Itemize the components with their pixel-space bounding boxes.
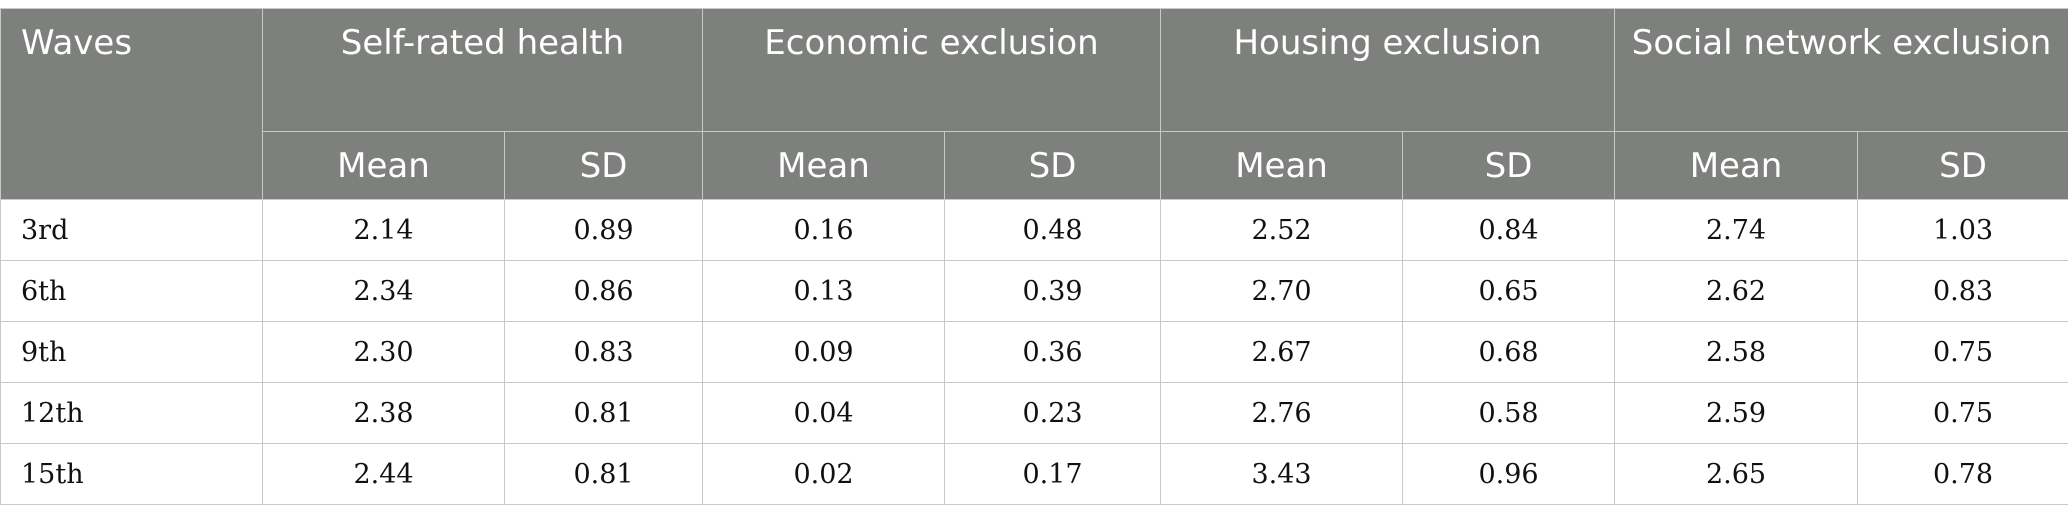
header-sd: SD	[1857, 131, 2068, 200]
table-cell: 0.78	[1857, 443, 2068, 505]
table-row: 6th 2.34 0.86 0.13 0.39 2.70 0.65 2.62 0…	[0, 260, 2068, 322]
header-row-stats: Mean SD Mean SD Mean SD Mean SD	[1, 131, 2068, 200]
table-cell: 0.84	[1402, 199, 1616, 261]
table-cell: 0.48	[943, 199, 1162, 261]
header-housing-exclusion: Housing exclusion	[1160, 8, 1616, 132]
table-cell: 2.38	[262, 382, 505, 444]
table-cell: 2.74	[1614, 199, 1859, 261]
table-row: 15th 2.44 0.81 0.02 0.17 3.43 0.96 2.65 …	[0, 443, 2068, 505]
data-table-container: Waves Self-rated health Economic exclusi…	[0, 8, 2068, 505]
header-social-network-exclusion: Social network exclusion	[1614, 8, 2068, 132]
wave-cell: 15th	[0, 443, 263, 505]
header-mean: Mean	[262, 131, 505, 200]
table-cell: 0.23	[943, 382, 1162, 444]
table-header: Waves Self-rated health Economic exclusi…	[0, 8, 2068, 200]
table-cell: 0.75	[1857, 382, 2068, 444]
table-cell: 0.13	[702, 260, 945, 322]
table-row: 3rd 2.14 0.89 0.16 0.48 2.52 0.84 2.74 1…	[0, 199, 2068, 261]
summary-statistics-table: Waves Self-rated health Economic exclusi…	[0, 8, 2068, 505]
table-cell: 2.44	[262, 443, 505, 505]
table-body: 3rd 2.14 0.89 0.16 0.48 2.52 0.84 2.74 1…	[0, 199, 2068, 505]
table-cell: 3.43	[1160, 443, 1404, 505]
table-cell: 2.34	[262, 260, 505, 322]
table-cell: 0.39	[943, 260, 1162, 322]
header-waves: Waves	[0, 8, 263, 200]
table-cell: 2.76	[1160, 382, 1404, 444]
table-row: 12th 2.38 0.81 0.04 0.23 2.76 0.58 2.59 …	[0, 382, 2068, 444]
table-row: 9th 2.30 0.83 0.09 0.36 2.67 0.68 2.58 0…	[0, 321, 2068, 383]
header-mean: Mean	[1614, 131, 1859, 200]
header-sd: SD	[1402, 131, 1616, 200]
table-cell: 0.09	[702, 321, 945, 383]
table-cell: 2.67	[1160, 321, 1404, 383]
table-cell: 0.65	[1402, 260, 1616, 322]
header-economic-exclusion: Economic exclusion	[701, 8, 1162, 132]
table-cell: 0.16	[702, 199, 945, 261]
table-cell: 2.58	[1614, 321, 1859, 383]
table-cell: 0.83	[504, 321, 703, 383]
table-cell: 0.96	[1402, 443, 1616, 505]
table-cell: 2.70	[1160, 260, 1404, 322]
header-sd: SD	[943, 131, 1162, 200]
table-cell: 0.86	[504, 260, 703, 322]
table-cell: 0.02	[702, 443, 945, 505]
wave-cell: 9th	[0, 321, 263, 383]
table-cell: 2.52	[1160, 199, 1404, 261]
table-cell: 2.65	[1614, 443, 1859, 505]
table-cell: 0.83	[1857, 260, 2068, 322]
table-cell: 2.62	[1614, 260, 1859, 322]
table-cell: 0.36	[943, 321, 1162, 383]
table-cell: 0.04	[702, 382, 945, 444]
wave-cell: 12th	[0, 382, 263, 444]
table-cell: 0.81	[504, 382, 703, 444]
header-mean: Mean	[702, 131, 945, 200]
table-cell: 0.89	[504, 199, 703, 261]
table-cell: 2.14	[262, 199, 505, 261]
table-cell: 2.59	[1614, 382, 1859, 444]
header-sd: SD	[504, 131, 703, 200]
table-cell: 0.75	[1857, 321, 2068, 383]
wave-cell: 6th	[0, 260, 263, 322]
table-cell: 0.81	[504, 443, 703, 505]
header-mean: Mean	[1160, 131, 1404, 200]
header-row-groups: Waves Self-rated health Economic exclusi…	[0, 8, 2068, 200]
table-cell: 0.58	[1402, 382, 1616, 444]
table-cell: 0.68	[1402, 321, 1616, 383]
table-cell: 2.30	[262, 321, 505, 383]
wave-cell: 3rd	[0, 199, 263, 261]
table-cell: 1.03	[1857, 199, 2068, 261]
header-self-rated-health: Self-rated health	[262, 8, 703, 132]
table-cell: 0.17	[943, 443, 1162, 505]
